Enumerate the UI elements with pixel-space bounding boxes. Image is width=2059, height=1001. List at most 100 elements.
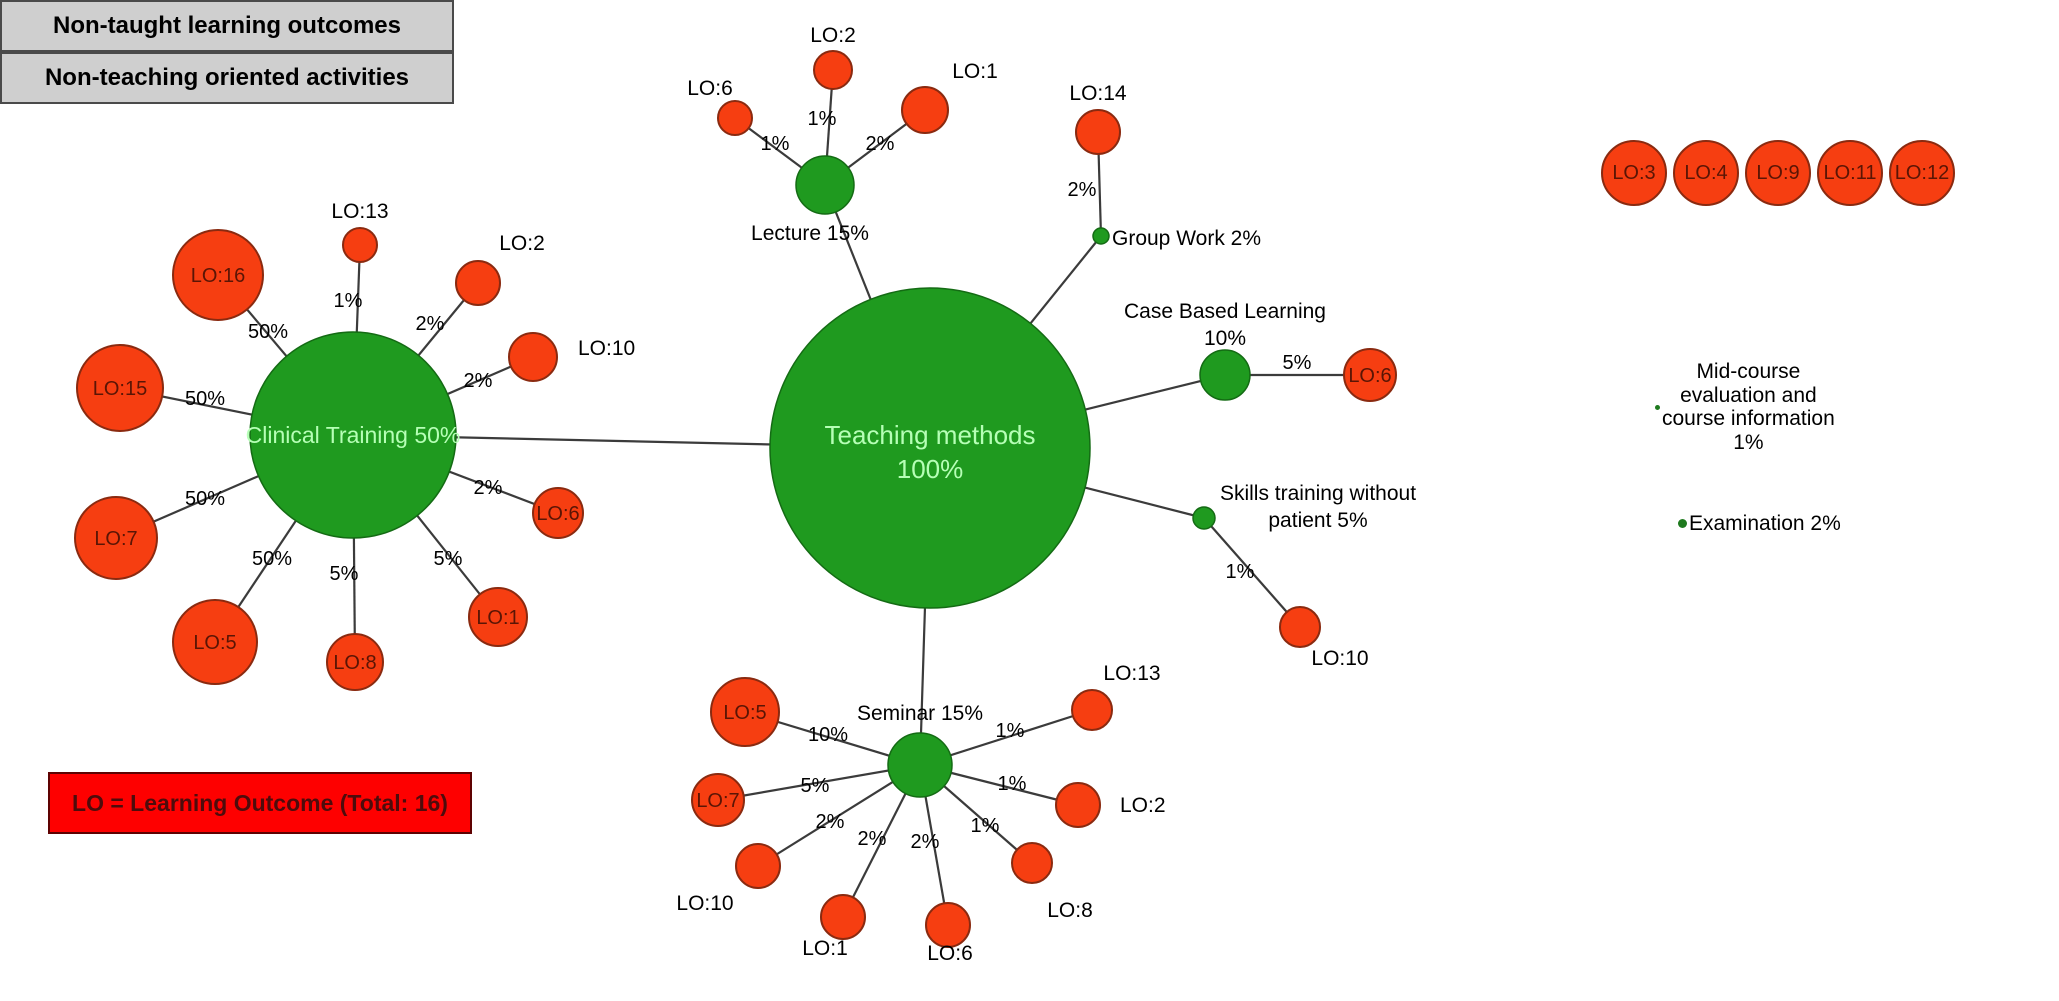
edge-skills-0 [1203, 517, 1301, 628]
outcome-label-3: LO:10 [578, 337, 635, 360]
method-label-lecture: Lecture 15% [751, 222, 869, 245]
node-outcome-lo-2[interactable] [1055, 782, 1101, 828]
edge-percent-seminar-4: 2% [911, 831, 940, 853]
non-taught-outcome-lo-9[interactable]: LO:9 [1745, 140, 1811, 206]
activity-bullet-icon [1678, 519, 1687, 529]
node-method-clinical[interactable] [249, 331, 457, 539]
non-taught-outcome-label: LO:4 [1684, 161, 1728, 184]
edge-percent-seminar-0: 10% [808, 724, 848, 746]
edge-percent-seminar-5: 1% [971, 815, 1000, 837]
node-outcome-lo-10[interactable] [508, 332, 558, 382]
node-outcome-lo-14[interactable] [1075, 109, 1121, 155]
node-method-skills[interactable] [1192, 506, 1216, 530]
outcome-label-0: LO:5 [723, 702, 766, 724]
edge-percent-lecture-2: 2% [866, 133, 895, 155]
panel-non-teaching-header: Non-teaching oriented activities [0, 52, 454, 104]
node-outcome-lo-2[interactable] [813, 50, 853, 90]
method-label-case-based: Case Based Learning [1124, 300, 1326, 323]
non-taught-outcome-lo-12[interactable]: LO:12 [1889, 140, 1955, 206]
legend-learning-outcome-text: LO = Learning Outcome (Total: 16) [72, 789, 448, 816]
node-outcome-lo-6[interactable] [925, 902, 971, 948]
method-label-seminar: Seminar 15% [857, 702, 983, 725]
outcome-label-1: LO:13 [331, 200, 388, 223]
node-outcome-lo-13[interactable] [342, 227, 378, 263]
method-label2-case-based: 10% [1204, 327, 1246, 350]
edge-percent-seminar-3: 2% [858, 828, 887, 850]
outcome-label-0: LO:6 [687, 77, 733, 100]
edge-percent-seminar-7: 1% [996, 720, 1025, 742]
non-taught-outcomes-list: LO:3 LO:4 LO:9 LO:11 LO:12 [1601, 140, 1955, 206]
outcome-label-7: LO:1 [476, 607, 519, 629]
edge-percent-seminar-2: 2% [816, 811, 845, 833]
node-outcome-lo-5[interactable] [172, 599, 258, 685]
node-method-lecture[interactable] [795, 155, 855, 215]
method-label-clinical: Clinical Training 50% [246, 422, 461, 448]
edge-percent-clinical-1: 1% [334, 290, 363, 312]
node-outcome-lo-6[interactable] [717, 100, 753, 136]
panel-non-taught-title: Non-taught learning outcomes [53, 12, 401, 39]
node-outcome-lo-2[interactable] [455, 260, 501, 306]
edge-percent-clinical-0: 50% [248, 321, 288, 343]
node-outcome-lo-10[interactable] [735, 843, 781, 889]
non-taught-outcome-label: LO:9 [1756, 161, 1800, 184]
edge-percent-clinical-6: 50% [185, 488, 225, 510]
node-outcome-lo-10[interactable] [1279, 606, 1321, 648]
node-outcome-lo-8[interactable] [1011, 842, 1053, 884]
method-label-group-work: Group Work 2% [1112, 227, 1261, 250]
node-outcome-lo-6[interactable] [532, 487, 584, 539]
node-outcome-lo-7[interactable] [691, 773, 745, 827]
node-teaching-methods-label-line2: 100% [897, 454, 964, 484]
outcome-label-2: LO:10 [676, 892, 733, 915]
outcome-label-4: LO:15 [93, 378, 147, 400]
outcome-label-0: LO:14 [1069, 82, 1127, 105]
node-outcome-lo-16[interactable] [172, 229, 264, 321]
non-taught-outcome-lo-11[interactable]: LO:11 [1817, 140, 1883, 206]
node-method-group-work[interactable] [1092, 227, 1110, 245]
edge-percent-clinical-5: 2% [474, 477, 503, 499]
edge-percent-skills-0: 1% [1226, 561, 1255, 583]
non-taught-outcome-lo-3[interactable]: LO:3 [1601, 140, 1667, 206]
node-outcome-lo-13[interactable] [1071, 689, 1113, 731]
non-taught-outcome-lo-4[interactable]: LO:4 [1673, 140, 1739, 206]
node-method-case-based[interactable] [1199, 349, 1251, 401]
outcome-label-4: LO:6 [927, 942, 973, 965]
edge-percent-lecture-0: 1% [761, 133, 790, 155]
outcome-label-0: LO:16 [191, 265, 245, 287]
edge-percent-clinical-7: 5% [434, 548, 463, 570]
activity-row-1[interactable]: Examination 2% [1678, 512, 1841, 536]
outcome-label-0: LO:10 [1311, 647, 1368, 670]
activity-row-0[interactable]: Mid-course evaluation and course informa… [1655, 360, 1835, 454]
legend-learning-outcome: LO = Learning Outcome (Total: 16) [48, 772, 472, 834]
outcome-label-1: LO:2 [810, 24, 856, 47]
edge-percent-clinical-8: 50% [252, 548, 292, 570]
edge-percent-seminar-1: 5% [801, 775, 830, 797]
non-taught-outcome-label: LO:11 [1823, 161, 1877, 184]
node-outcome-lo-15[interactable] [76, 344, 164, 432]
outcome-label-1: LO:7 [696, 790, 739, 812]
outcome-label-0: LO:6 [1348, 365, 1391, 387]
non-taught-outcome-label: LO:12 [1894, 161, 1950, 184]
method-label-skills: Skills training without [1220, 482, 1416, 505]
node-outcome-lo-8[interactable] [326, 633, 384, 691]
outcome-label-9: LO:8 [333, 652, 376, 674]
node-outcome-lo-1[interactable] [901, 86, 949, 134]
node-teaching-methods[interactable] [769, 287, 1091, 609]
edge-percent-lecture-1: 1% [808, 108, 837, 130]
outcome-label-7: LO:13 [1103, 662, 1160, 685]
edge-percent-case-based-0: 5% [1283, 352, 1312, 374]
node-method-seminar[interactable] [887, 732, 953, 798]
node-outcome-lo-1[interactable] [468, 587, 528, 647]
panel-non-taught-header: Non-taught learning outcomes [0, 0, 454, 52]
node-teaching-methods-label-line1: Teaching methods [824, 420, 1035, 450]
outcome-label-8: LO:5 [193, 632, 236, 654]
outcome-label-5: LO:8 [1047, 899, 1093, 922]
activity-label: Mid-course evaluation and course informa… [1662, 360, 1835, 454]
node-outcome-lo-7[interactable] [74, 496, 158, 580]
node-outcome-lo-6[interactable] [1343, 348, 1397, 402]
outcome-label-2: LO:1 [952, 60, 998, 83]
node-outcome-lo-1[interactable] [820, 894, 866, 940]
node-outcome-lo-5[interactable] [710, 677, 780, 747]
activity-bullet-icon [1655, 404, 1660, 410]
